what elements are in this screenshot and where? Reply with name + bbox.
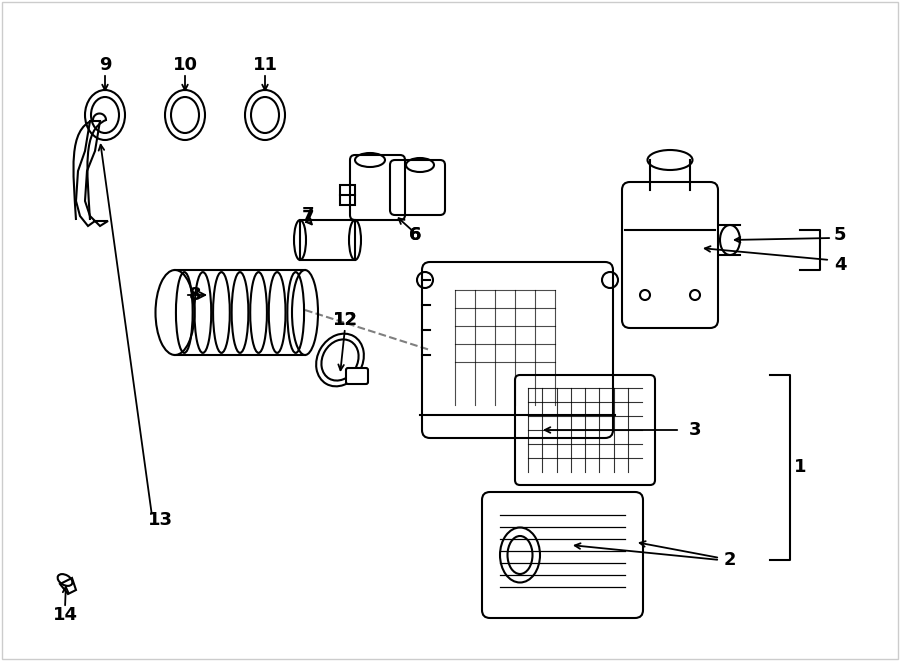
Text: 9: 9 xyxy=(99,56,112,74)
Text: 5: 5 xyxy=(833,226,846,244)
Text: 4: 4 xyxy=(833,256,846,274)
Text: 1: 1 xyxy=(794,458,806,476)
Text: 13: 13 xyxy=(148,511,173,529)
Text: 14: 14 xyxy=(52,606,77,624)
FancyBboxPatch shape xyxy=(346,368,368,384)
Text: 10: 10 xyxy=(173,56,197,74)
Text: 8: 8 xyxy=(189,286,202,304)
Text: 11: 11 xyxy=(253,56,277,74)
Text: 7: 7 xyxy=(302,209,314,227)
Text: 6: 6 xyxy=(409,226,421,244)
Text: 7: 7 xyxy=(302,206,314,224)
Text: 2: 2 xyxy=(724,551,736,569)
Text: 12: 12 xyxy=(332,311,357,329)
Text: 6: 6 xyxy=(409,226,421,244)
Bar xyxy=(340,185,355,205)
Text: 3: 3 xyxy=(688,421,701,439)
Bar xyxy=(300,220,355,260)
Text: 12: 12 xyxy=(332,311,357,329)
